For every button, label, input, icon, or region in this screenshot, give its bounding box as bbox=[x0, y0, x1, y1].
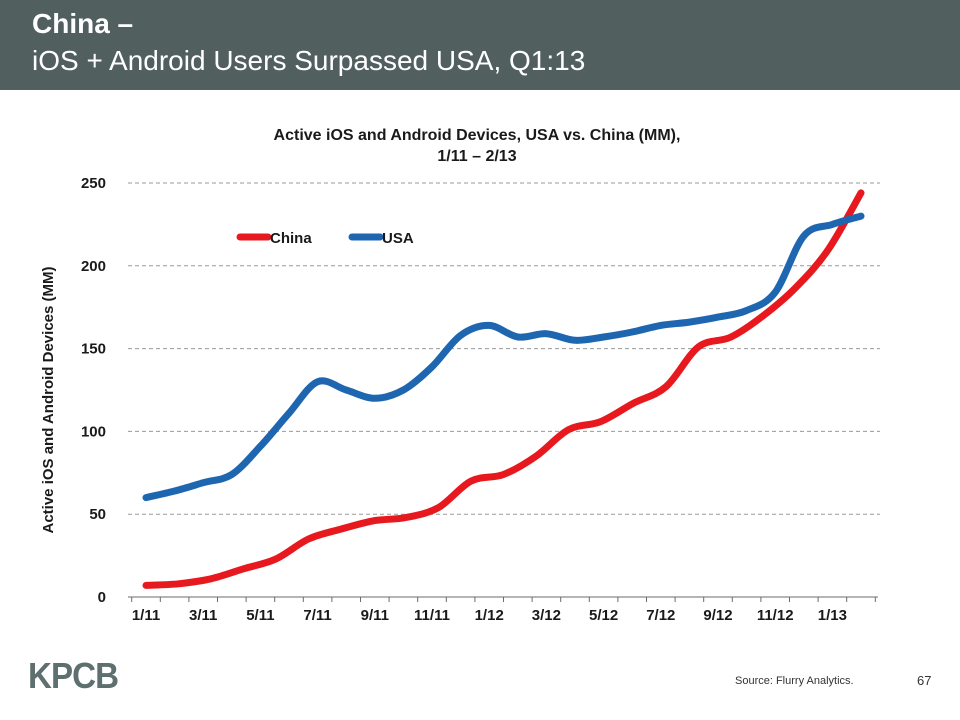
legend-label-china: China bbox=[270, 230, 312, 247]
chart-title: Active iOS and Android Devices, USA vs. … bbox=[274, 127, 681, 144]
y-tick-label: 100 bbox=[81, 423, 106, 440]
x-tick-label: 11/11 bbox=[414, 607, 450, 624]
x-tick-label: 11/12 bbox=[757, 607, 794, 624]
x-tick-label: 5/11 bbox=[246, 607, 274, 624]
x-tick-label: 3/12 bbox=[532, 607, 561, 624]
chart-title-line2: 1/11 – 2/13 bbox=[437, 148, 516, 165]
y-tick-label: 250 bbox=[81, 175, 106, 192]
legend-label-usa: USA bbox=[382, 230, 414, 247]
y-axis-label: Active iOS and Android Devices (MM) bbox=[40, 267, 57, 534]
x-tick-label: 7/12 bbox=[646, 607, 675, 624]
source-note: Source: Flurry Analytics. bbox=[735, 675, 854, 687]
series-line-usa bbox=[142, 212, 865, 502]
y-tick-label: 0 bbox=[98, 589, 106, 606]
x-tick-label: 1/11 bbox=[132, 607, 160, 624]
series-line-china bbox=[142, 189, 865, 589]
x-tick-label: 9/12 bbox=[703, 607, 732, 624]
line-chart: Active iOS and Android Devices, USA vs. … bbox=[40, 127, 880, 624]
kpcb-logo: KPCB bbox=[28, 655, 119, 696]
slide-title: China – bbox=[32, 8, 134, 39]
x-tick-label: 3/11 bbox=[189, 607, 217, 624]
title-bar: China – iOS + Android Users Surpassed US… bbox=[0, 0, 960, 90]
y-tick-label: 150 bbox=[81, 341, 106, 358]
x-tick-label: 5/12 bbox=[589, 607, 618, 624]
y-tick-label: 200 bbox=[81, 258, 106, 275]
y-tick-label: 50 bbox=[89, 506, 106, 523]
x-tick-label: 9/11 bbox=[361, 607, 389, 624]
slide-subtitle: iOS + Android Users Surpassed USA, Q1:13 bbox=[32, 45, 586, 76]
x-tick-label: 1/12 bbox=[475, 607, 504, 624]
page-number: 67 bbox=[917, 673, 932, 688]
x-tick-label: 1/13 bbox=[818, 607, 847, 624]
x-tick-label: 7/11 bbox=[303, 607, 331, 624]
